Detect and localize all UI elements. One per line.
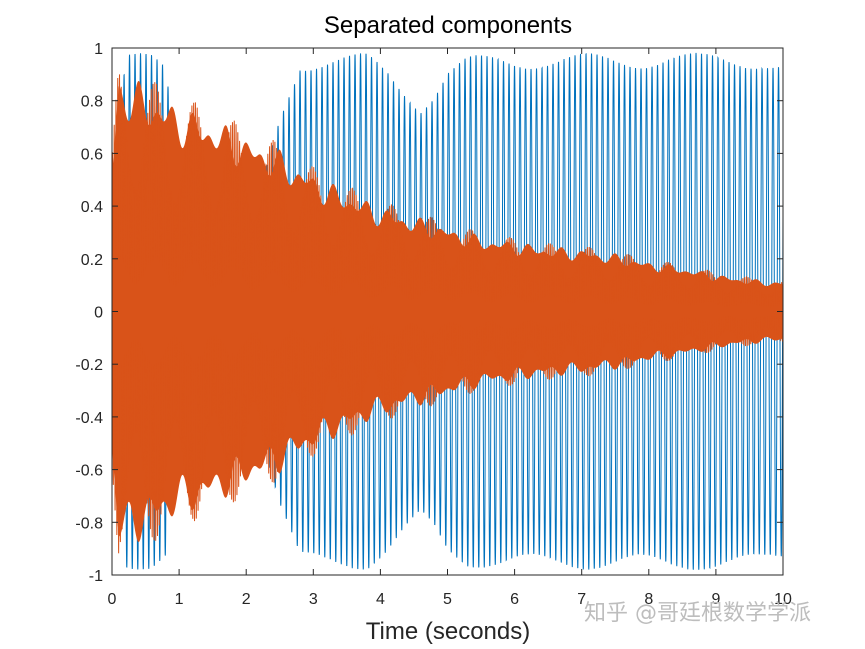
x-tick-label: 1: [175, 591, 184, 608]
series-line-orange: [112, 74, 783, 554]
x-tick-label: 10: [774, 591, 792, 608]
y-tick-label: 0.4: [81, 199, 103, 216]
y-tick-label: 0.2: [81, 252, 103, 269]
chart-title: Separated components: [324, 12, 572, 39]
y-tick-label: -1: [89, 568, 103, 585]
y-tick-label: -0.2: [75, 357, 103, 374]
x-tick-label: 2: [242, 591, 251, 608]
y-tick-label: 0.8: [81, 94, 103, 111]
y-tick-label: 1: [94, 41, 103, 58]
y-tick-label: -0.4: [75, 410, 103, 427]
x-tick-label: 8: [644, 591, 653, 608]
x-tick-label: 9: [711, 591, 720, 608]
y-tick-label: 0.6: [81, 146, 103, 163]
y-tick-label: -0.8: [75, 515, 103, 532]
x-axis: 0 1 2 3 4 5 6 7 8 9 10: [108, 48, 792, 608]
series-layer: [112, 52, 783, 570]
watermark: 知乎 @哥廷根数学学派: [584, 601, 811, 626]
y-tick-label: 0: [94, 305, 103, 322]
x-axis-label: Time (seconds): [366, 618, 530, 645]
x-tick-label: 5: [443, 591, 452, 608]
x-tick-label: 7: [577, 591, 586, 608]
x-tick-label: 4: [376, 591, 385, 608]
x-tick-label: 3: [309, 591, 318, 608]
y-axis: -1 -0.8 -0.6 -0.4 -0.2 0 0.2 0.4 0.6 0.8 1: [75, 41, 783, 585]
x-tick-label: 6: [510, 591, 519, 608]
y-tick-label: -0.6: [75, 463, 103, 480]
x-tick-label: 0: [108, 591, 117, 608]
